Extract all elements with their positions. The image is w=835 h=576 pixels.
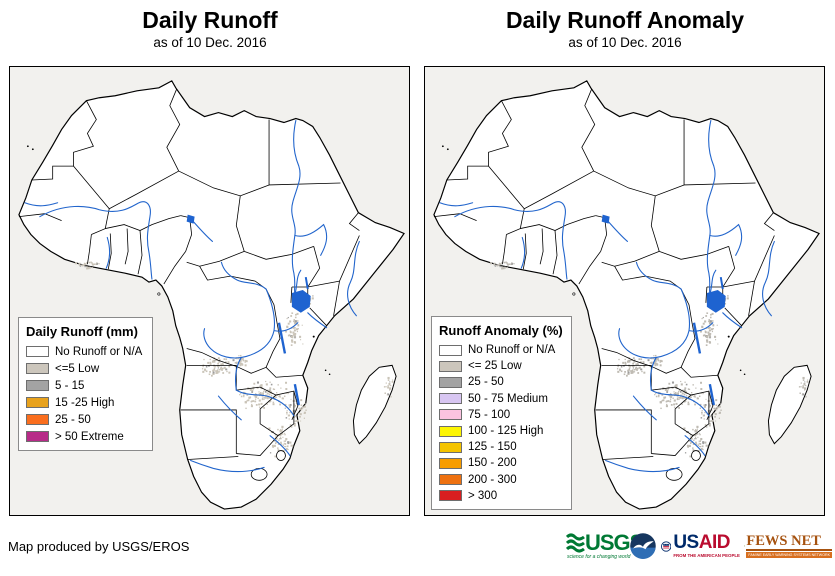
daily-runoff-map-panel: Daily Runoff (mm) No Runoff or N/A <=5 Lo… [9, 66, 410, 516]
usaid-wordmark: USAID [673, 532, 730, 553]
legend-label: 150 - 200 [468, 457, 517, 470]
runoff-anomaly-map-panel: Runoff Anomaly (%) No Runoff or N/A <= 25… [424, 66, 825, 516]
noaa-logo-icon [630, 533, 656, 559]
legend-label: 50 - 75 Medium [468, 392, 548, 405]
legend-label: <= 25 Low [468, 360, 522, 373]
legend-swatch [439, 425, 462, 437]
daily-runoff-legend: Daily Runoff (mm) No Runoff or N/A <=5 Lo… [18, 317, 153, 451]
credit-text: Map produced by USGS/EROS [8, 539, 190, 554]
legend-swatch [26, 363, 49, 374]
legend-title: Daily Runoff (mm) [26, 324, 138, 339]
legend-swatch [439, 457, 462, 469]
legend-item: 15 -25 High [26, 394, 145, 411]
legend-item: <= 25 Low [439, 358, 564, 374]
fews-net-globe-icon [744, 545, 746, 547]
lake-malawi [708, 383, 715, 406]
legend-swatch [26, 431, 49, 442]
legend-swatch [439, 376, 462, 388]
right-map-subtitle: as of 10 Dec. 2016 [568, 35, 682, 50]
lake-chad [601, 214, 610, 224]
rivers [24, 119, 360, 473]
usgs-logo: USGS science for a changing world [566, 529, 644, 563]
legend-item: 50 - 75 Medium [439, 391, 564, 407]
logos-row: USGS science for a changing world USAID … [566, 527, 832, 565]
legend-swatch [439, 474, 462, 486]
legend-items: No Runoff or N/A <=5 Low 5 - 15 15 -25 High… [26, 343, 145, 445]
legend-item: <=5 Low [26, 360, 145, 377]
legend-item: 25 - 50 [26, 411, 145, 428]
usgs-tagline: science for a changing world [567, 554, 631, 560]
legend-item: 125 - 150 [439, 439, 564, 455]
lakes [186, 214, 311, 406]
legend-item: 200 - 300 [439, 472, 564, 488]
landmass [18, 80, 405, 510]
legend-swatch [439, 360, 462, 372]
legend-label: 200 - 300 [468, 473, 517, 486]
legend-item: 5 - 15 [26, 377, 145, 394]
legend-swatch [26, 397, 49, 408]
legend-label: No Runoff or N/A [468, 344, 556, 357]
legend-label: 25 - 50 [468, 376, 504, 389]
usgs-waves-icon [566, 533, 585, 553]
legend-label: 15 -25 High [55, 396, 115, 409]
lake-victoria [291, 290, 311, 313]
lake-malawi [293, 383, 300, 406]
legend-label: 5 - 15 [55, 379, 85, 392]
legend-item: > 50 Extreme [26, 428, 145, 445]
legend-swatch [26, 346, 49, 357]
lake-turkana [719, 276, 724, 290]
legend-label: 100 - 125 High [468, 425, 544, 438]
legend-swatch [439, 344, 462, 356]
usaid-logo: USAID FROM THE AMERICAN PEOPLE [661, 529, 740, 563]
legend-item: 150 - 200 [439, 455, 564, 471]
lake-tanganyika [692, 322, 702, 354]
right-title-block: Daily Runoff Anomaly as of 10 Dec. 2016 [424, 7, 826, 51]
legend-label: 75 - 100 [468, 408, 511, 421]
runoff-anomaly-legend: Runoff Anomaly (%) No Runoff or N/A <= 25… [431, 316, 572, 510]
legend-items: No Runoff or N/A <= 25 Low 25 - 50 50 - 75 … [439, 342, 564, 504]
usaid-tagline: FROM THE AMERICAN PEOPLE [673, 553, 740, 558]
left-map-title: Daily Runoff [142, 7, 278, 33]
lake-turkana [304, 276, 309, 290]
fews-net-logo: FEWS NET FAMINE EARLY WARNING SYSTEMS NE… [744, 529, 832, 563]
legend-item: 25 - 50 [439, 374, 564, 390]
legend-swatch [439, 409, 462, 421]
country-borders [433, 88, 775, 481]
africa-map-runoff-anomaly [425, 67, 824, 515]
legend-swatch [439, 441, 462, 453]
lake-victoria [706, 290, 726, 313]
legend-label: 125 - 150 [468, 441, 517, 454]
legend-swatch [439, 490, 462, 502]
legend-label: <=5 Low [55, 362, 100, 375]
usaid-seal-icon [661, 540, 672, 552]
legend-label: 25 - 50 [55, 413, 91, 426]
africa-map-svg [425, 67, 824, 515]
lakes [601, 214, 726, 406]
lake-chad [186, 214, 195, 224]
legend-swatch [26, 380, 49, 391]
legend-title: Runoff Anomaly (%) [439, 323, 563, 338]
legend-item: 100 - 125 High [439, 423, 564, 439]
legend-label: > 300 [468, 489, 498, 502]
left-title-block: Daily Runoff as of 10 Dec. 2016 [9, 7, 411, 51]
legend-swatch [439, 393, 462, 405]
landmass [433, 80, 820, 510]
right-map-title: Daily Runoff Anomaly [505, 7, 745, 33]
legend-swatch [26, 414, 49, 425]
legend-label: > 50 Extreme [55, 430, 124, 443]
fews-net-wordmark: FEWS NET [746, 534, 832, 551]
legend-label: No Runoff or N/A [55, 345, 143, 358]
legend-item: No Runoff or N/A [439, 342, 564, 358]
legend-item: 75 - 100 [439, 407, 564, 423]
fews-net-tagline: FAMINE EARLY WARNING SYSTEMS NETWORK [746, 552, 832, 558]
lake-tanganyika [277, 322, 287, 354]
legend-item: No Runoff or N/A [26, 343, 145, 360]
legend-item: > 300 [439, 488, 564, 504]
left-map-subtitle: as of 10 Dec. 2016 [153, 35, 267, 50]
rivers [439, 119, 775, 473]
